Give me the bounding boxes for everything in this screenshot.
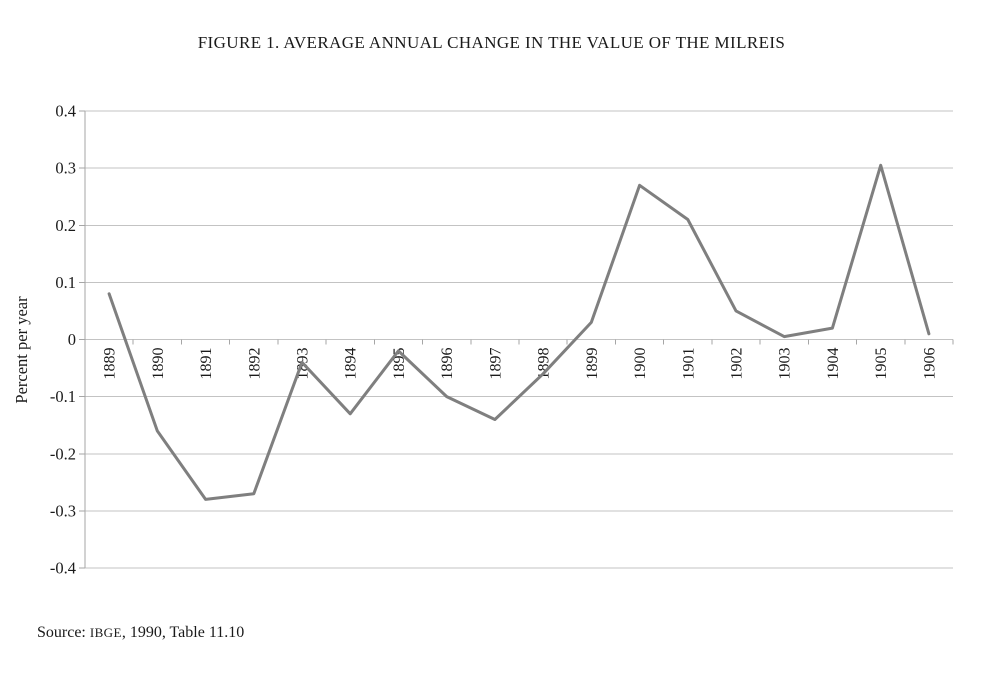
y-tick-label: 0.4	[55, 102, 76, 121]
x-tick-label: 1900	[632, 348, 649, 380]
source-suffix: , 1990, Table 11.10	[121, 624, 245, 641]
y-tick-label: -0.3	[50, 501, 76, 520]
y-tick-label: 0	[68, 330, 76, 349]
y-tick-label: 0.1	[55, 273, 76, 292]
source-prefix: Source:	[37, 624, 90, 641]
x-tick-label: 1891	[198, 348, 215, 380]
x-tick-label: 1898	[536, 348, 553, 380]
y-tick-label: -0.4	[50, 559, 76, 578]
figure-title: FIGURE 1. AVERAGE ANNUAL CHANGE IN THE V…	[197, 33, 786, 52]
x-tick-label: 1896	[439, 348, 456, 380]
x-tick-label: 1899	[584, 348, 601, 380]
y-tick-label: -0.2	[50, 444, 76, 463]
x-tick-label: 1901	[680, 348, 697, 380]
x-tick-label: 1894	[343, 348, 360, 380]
y-tick-label: 0.3	[55, 159, 76, 178]
x-tick-label: 1905	[873, 348, 890, 380]
y-tick-label: -0.1	[50, 387, 76, 406]
data-series-line	[107, 163, 931, 501]
x-tick-label: 1892	[246, 348, 263, 380]
y-tick-label: 0.2	[55, 216, 76, 235]
x-tick-label: 1903	[777, 348, 794, 380]
x-tick-label: 1904	[825, 348, 842, 380]
source-abbr: IBGE	[89, 625, 122, 640]
x-tick-label: 1889	[102, 348, 119, 380]
source-note: Source: IBGE, 1990, Table 11.10	[37, 624, 244, 642]
x-tick-label: 1902	[729, 348, 746, 380]
x-tick-label: 1890	[150, 348, 167, 380]
x-tick-label: 1906	[921, 348, 938, 380]
x-tick-label: 1897	[487, 348, 504, 380]
